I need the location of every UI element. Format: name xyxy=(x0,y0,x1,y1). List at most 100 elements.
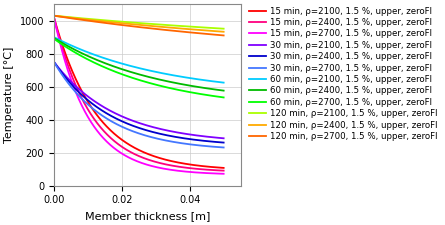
30 min, ρ=2400, 1.5 %, upper, zeroFl xyxy=(217,141,222,144)
120 min, ρ=2700, 1.5 %, upper, zeroFl xyxy=(143,27,149,29)
15 min, ρ=2100, 1.5 %, upper, zeroFl xyxy=(190,164,196,166)
15 min, ρ=2100, 1.5 %, upper, zeroFl xyxy=(152,155,158,158)
30 min, ρ=2700, 1.5 %, upper, zeroFl xyxy=(190,143,196,146)
30 min, ρ=2400, 1.5 %, upper, zeroFl xyxy=(132,125,137,128)
30 min, ρ=2100, 1.5 %, upper, zeroFl xyxy=(217,137,222,139)
120 min, ρ=2400, 1.5 %, upper, zeroFl xyxy=(152,25,158,28)
Line: 15 min, ρ=2700, 1.5 %, upper, zeroFl: 15 min, ρ=2700, 1.5 %, upper, zeroFl xyxy=(54,17,224,174)
120 min, ρ=2400, 1.5 %, upper, zeroFl xyxy=(190,28,196,31)
60 min, ρ=2400, 1.5 %, upper, zeroFl xyxy=(51,37,57,39)
15 min, ρ=2400, 1.5 %, upper, zeroFl xyxy=(221,169,227,172)
15 min, ρ=2700, 1.5 %, upper, zeroFl xyxy=(133,159,138,162)
120 min, ρ=2100, 1.5 %, upper, zeroFl xyxy=(221,27,227,30)
60 min, ρ=2100, 1.5 %, upper, zeroFl xyxy=(221,81,227,84)
30 min, ρ=2700, 1.5 %, upper, zeroFl xyxy=(133,131,138,134)
15 min, ρ=2700, 1.5 %, upper, zeroFl xyxy=(51,16,57,19)
30 min, ρ=2700, 1.5 %, upper, zeroFl xyxy=(132,130,137,133)
120 min, ρ=2100, 1.5 %, upper, zeroFl xyxy=(190,25,196,28)
60 min, ρ=2100, 1.5 %, upper, zeroFl xyxy=(217,81,222,83)
15 min, ρ=2700, 1.5 %, upper, zeroFl xyxy=(221,172,227,175)
15 min, ρ=2100, 1.5 %, upper, zeroFl xyxy=(143,152,149,154)
120 min, ρ=2700, 1.5 %, upper, zeroFl xyxy=(217,34,222,36)
15 min, ρ=2700, 1.5 %, upper, zeroFl xyxy=(217,172,222,175)
120 min, ρ=2100, 1.5 %, upper, zeroFl xyxy=(132,21,137,24)
60 min, ρ=2700, 1.5 %, upper, zeroFl xyxy=(152,83,158,86)
60 min, ρ=2400, 1.5 %, upper, zeroFl xyxy=(132,72,137,74)
60 min, ρ=2700, 1.5 %, upper, zeroFl xyxy=(132,77,137,80)
60 min, ρ=2100, 1.5 %, upper, zeroFl xyxy=(190,77,196,80)
60 min, ρ=2400, 1.5 %, upper, zeroFl xyxy=(221,89,227,92)
30 min, ρ=2400, 1.5 %, upper, zeroFl xyxy=(51,61,57,63)
15 min, ρ=2100, 1.5 %, upper, zeroFl xyxy=(221,166,227,169)
15 min, ρ=2100, 1.5 %, upper, zeroFl xyxy=(133,147,138,150)
120 min, ρ=2400, 1.5 %, upper, zeroFl xyxy=(51,14,57,17)
120 min, ρ=2700, 1.5 %, upper, zeroFl xyxy=(51,14,57,17)
30 min, ρ=2400, 1.5 %, upper, zeroFl xyxy=(190,138,196,141)
15 min, ρ=2400, 1.5 %, upper, zeroFl xyxy=(133,153,138,156)
30 min, ρ=2100, 1.5 %, upper, zeroFl xyxy=(51,61,57,63)
30 min, ρ=2700, 1.5 %, upper, zeroFl xyxy=(143,134,149,137)
120 min, ρ=2700, 1.5 %, upper, zeroFl xyxy=(132,25,137,28)
120 min, ρ=2400, 1.5 %, upper, zeroFl xyxy=(221,30,227,33)
15 min, ρ=2700, 1.5 %, upper, zeroFl xyxy=(152,165,158,168)
15 min, ρ=2400, 1.5 %, upper, zeroFl xyxy=(190,167,196,170)
15 min, ρ=2100, 1.5 %, upper, zeroFl xyxy=(132,146,137,149)
Line: 120 min, ρ=2700, 1.5 %, upper, zeroFl: 120 min, ρ=2700, 1.5 %, upper, zeroFl xyxy=(54,16,224,35)
120 min, ρ=2400, 1.5 %, upper, zeroFl xyxy=(143,24,149,27)
Line: 15 min, ρ=2400, 1.5 %, upper, zeroFl: 15 min, ρ=2400, 1.5 %, upper, zeroFl xyxy=(54,17,224,171)
60 min, ρ=2400, 1.5 %, upper, zeroFl xyxy=(190,85,196,88)
X-axis label: Member thickness [m]: Member thickness [m] xyxy=(85,211,210,221)
120 min, ρ=2100, 1.5 %, upper, zeroFl xyxy=(51,14,57,17)
30 min, ρ=2400, 1.5 %, upper, zeroFl xyxy=(143,129,149,131)
30 min, ρ=2100, 1.5 %, upper, zeroFl xyxy=(132,120,137,123)
60 min, ρ=2700, 1.5 %, upper, zeroFl xyxy=(51,37,57,40)
30 min, ρ=2100, 1.5 %, upper, zeroFl xyxy=(133,120,138,123)
120 min, ρ=2700, 1.5 %, upper, zeroFl xyxy=(190,31,196,34)
60 min, ρ=2400, 1.5 %, upper, zeroFl xyxy=(143,75,149,78)
Line: 30 min, ρ=2400, 1.5 %, upper, zeroFl: 30 min, ρ=2400, 1.5 %, upper, zeroFl xyxy=(54,62,224,143)
60 min, ρ=2700, 1.5 %, upper, zeroFl xyxy=(217,96,222,98)
Line: 60 min, ρ=2400, 1.5 %, upper, zeroFl: 60 min, ρ=2400, 1.5 %, upper, zeroFl xyxy=(54,38,224,91)
30 min, ρ=2700, 1.5 %, upper, zeroFl xyxy=(51,61,57,63)
15 min, ρ=2700, 1.5 %, upper, zeroFl xyxy=(190,171,196,173)
120 min, ρ=2100, 1.5 %, upper, zeroFl xyxy=(133,21,138,24)
60 min, ρ=2400, 1.5 %, upper, zeroFl xyxy=(152,77,158,80)
15 min, ρ=2400, 1.5 %, upper, zeroFl xyxy=(143,158,149,160)
Line: 30 min, ρ=2100, 1.5 %, upper, zeroFl: 30 min, ρ=2100, 1.5 %, upper, zeroFl xyxy=(54,62,224,138)
15 min, ρ=2400, 1.5 %, upper, zeroFl xyxy=(51,16,57,19)
60 min, ρ=2100, 1.5 %, upper, zeroFl xyxy=(51,36,57,38)
15 min, ρ=2700, 1.5 %, upper, zeroFl xyxy=(143,163,149,166)
15 min, ρ=2100, 1.5 %, upper, zeroFl xyxy=(217,166,222,169)
30 min, ρ=2400, 1.5 %, upper, zeroFl xyxy=(152,131,158,134)
60 min, ρ=2700, 1.5 %, upper, zeroFl xyxy=(133,77,138,80)
60 min, ρ=2100, 1.5 %, upper, zeroFl xyxy=(143,68,149,71)
60 min, ρ=2400, 1.5 %, upper, zeroFl xyxy=(217,89,222,91)
120 min, ρ=2700, 1.5 %, upper, zeroFl xyxy=(133,25,138,28)
120 min, ρ=2100, 1.5 %, upper, zeroFl xyxy=(217,27,222,30)
Line: 60 min, ρ=2700, 1.5 %, upper, zeroFl: 60 min, ρ=2700, 1.5 %, upper, zeroFl xyxy=(54,39,224,97)
60 min, ρ=2100, 1.5 %, upper, zeroFl xyxy=(152,70,158,73)
60 min, ρ=2700, 1.5 %, upper, zeroFl xyxy=(190,91,196,94)
120 min, ρ=2400, 1.5 %, upper, zeroFl xyxy=(217,30,222,33)
Line: 15 min, ρ=2100, 1.5 %, upper, zeroFl: 15 min, ρ=2100, 1.5 %, upper, zeroFl xyxy=(54,17,224,168)
30 min, ρ=2700, 1.5 %, upper, zeroFl xyxy=(217,146,222,148)
120 min, ρ=2400, 1.5 %, upper, zeroFl xyxy=(133,23,138,26)
15 min, ρ=2400, 1.5 %, upper, zeroFl xyxy=(217,169,222,172)
Line: 120 min, ρ=2100, 1.5 %, upper, zeroFl: 120 min, ρ=2100, 1.5 %, upper, zeroFl xyxy=(54,16,224,29)
15 min, ρ=2400, 1.5 %, upper, zeroFl xyxy=(152,160,158,163)
120 min, ρ=2700, 1.5 %, upper, zeroFl xyxy=(221,34,227,37)
Legend: 15 min, ρ=2100, 1.5 %, upper, zeroFl, 15 min, ρ=2400, 1.5 %, upper, zeroFl, 15 m: 15 min, ρ=2100, 1.5 %, upper, zeroFl, 15… xyxy=(247,5,439,143)
60 min, ρ=2100, 1.5 %, upper, zeroFl xyxy=(132,66,137,68)
30 min, ρ=2100, 1.5 %, upper, zeroFl xyxy=(190,134,196,136)
120 min, ρ=2100, 1.5 %, upper, zeroFl xyxy=(143,22,149,25)
30 min, ρ=2700, 1.5 %, upper, zeroFl xyxy=(221,146,227,149)
30 min, ρ=2400, 1.5 %, upper, zeroFl xyxy=(221,141,227,144)
Line: 30 min, ρ=2700, 1.5 %, upper, zeroFl: 30 min, ρ=2700, 1.5 %, upper, zeroFl xyxy=(54,62,224,147)
Line: 120 min, ρ=2400, 1.5 %, upper, zeroFl: 120 min, ρ=2400, 1.5 %, upper, zeroFl xyxy=(54,16,224,32)
60 min, ρ=2700, 1.5 %, upper, zeroFl xyxy=(221,96,227,99)
15 min, ρ=2700, 1.5 %, upper, zeroFl xyxy=(132,159,137,162)
30 min, ρ=2100, 1.5 %, upper, zeroFl xyxy=(221,137,227,140)
60 min, ρ=2100, 1.5 %, upper, zeroFl xyxy=(133,66,138,69)
30 min, ρ=2100, 1.5 %, upper, zeroFl xyxy=(143,124,149,126)
15 min, ρ=2400, 1.5 %, upper, zeroFl xyxy=(132,153,137,155)
